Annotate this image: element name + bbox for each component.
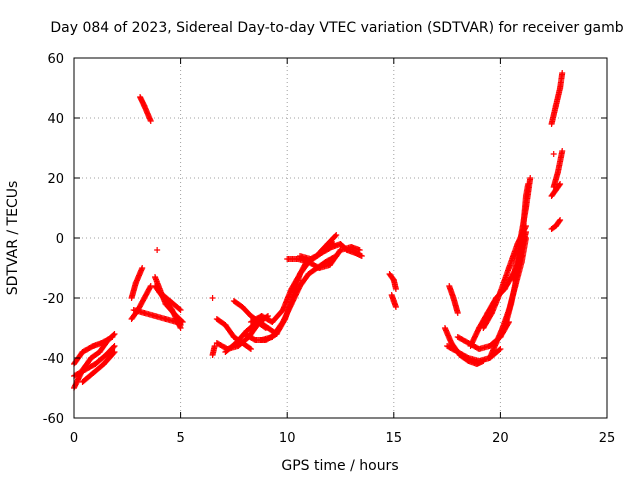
- data-point: [108, 334, 115, 341]
- data-point: [392, 286, 399, 292]
- data-point: [557, 181, 564, 187]
- data-point: [557, 217, 564, 223]
- data-point: [246, 345, 253, 352]
- x-tick-labels: 0 5 10 15 20 25: [70, 431, 615, 446]
- data-point: [497, 346, 504, 352]
- data-point: [139, 265, 146, 271]
- data-point: [559, 148, 566, 154]
- y-axis-label: SDTVAR / TECUs: [5, 181, 21, 296]
- y-tick-label: 20: [47, 172, 64, 187]
- series-arc-14: [209, 343, 218, 358]
- x-tick-label: 0: [70, 431, 78, 446]
- data-point: [556, 182, 563, 188]
- data-point: [110, 344, 117, 350]
- series-arc-36: [518, 181, 532, 247]
- data-point: [358, 253, 365, 259]
- y-tick-label: -40: [43, 352, 64, 367]
- x-tick-label: 25: [599, 431, 616, 446]
- data-point: [525, 181, 532, 187]
- series-arc-04: [71, 334, 116, 367]
- series-arc-07: [128, 265, 146, 301]
- data-point: [550, 151, 557, 157]
- data-point: [332, 233, 339, 239]
- data-point: [392, 304, 399, 310]
- series-arc-08: [128, 283, 154, 322]
- series-arc-22: [284, 244, 363, 271]
- data-point: [110, 350, 117, 356]
- data-point: [247, 346, 254, 352]
- data-point: [177, 325, 184, 331]
- series-arc-03: [79, 349, 118, 385]
- data-point: [111, 343, 118, 349]
- series-arc-16: [213, 316, 254, 352]
- series-arc-28: [446, 283, 461, 316]
- y-tick-label: 60: [47, 52, 64, 67]
- data-point: [333, 232, 340, 238]
- y-tick-labels: -60 -40 -20 0 20 40 60: [43, 52, 64, 427]
- data-point: [176, 306, 183, 313]
- x-axis-label: GPS time / hours: [281, 458, 398, 474]
- grid-lines: [74, 58, 607, 418]
- series-arc-37: [548, 70, 566, 127]
- x-tick-label: 20: [492, 431, 509, 446]
- chart-title: Day 084 of 2023, Sidereal Day-to-day VTE…: [50, 20, 623, 36]
- data-point: [559, 70, 566, 76]
- data-points: [71, 70, 566, 391]
- data-point: [209, 295, 216, 301]
- series-arc-05: [137, 94, 154, 124]
- data-point: [177, 307, 184, 313]
- series-arc-26: [388, 292, 399, 310]
- series-arc-24: [316, 232, 340, 256]
- x-tick-label: 15: [386, 431, 403, 446]
- series-arc-40: [548, 181, 564, 199]
- data-point: [496, 346, 503, 353]
- axis-ticks: [73, 57, 608, 419]
- x-tick-label: 10: [279, 431, 296, 446]
- data-point: [178, 318, 185, 325]
- data-point: [109, 334, 116, 340]
- data-point: [454, 310, 461, 316]
- data-point: [556, 218, 563, 224]
- x-tick-label: 5: [176, 431, 184, 446]
- data-point: [179, 319, 186, 325]
- series-arc-25: [386, 271, 399, 292]
- data-point: [147, 284, 154, 291]
- series-arc-41: [548, 217, 564, 232]
- y-tick-label: -20: [43, 292, 64, 307]
- data-point: [527, 175, 534, 181]
- y-tick-label: -60: [43, 412, 64, 427]
- series-arc-39: [550, 148, 566, 190]
- data-point: [147, 118, 154, 124]
- y-tick-label: 40: [47, 112, 64, 127]
- data-point: [111, 349, 118, 355]
- y-tick-label: 0: [56, 232, 64, 247]
- data-point: [154, 247, 161, 253]
- series-arc-12: [156, 289, 184, 313]
